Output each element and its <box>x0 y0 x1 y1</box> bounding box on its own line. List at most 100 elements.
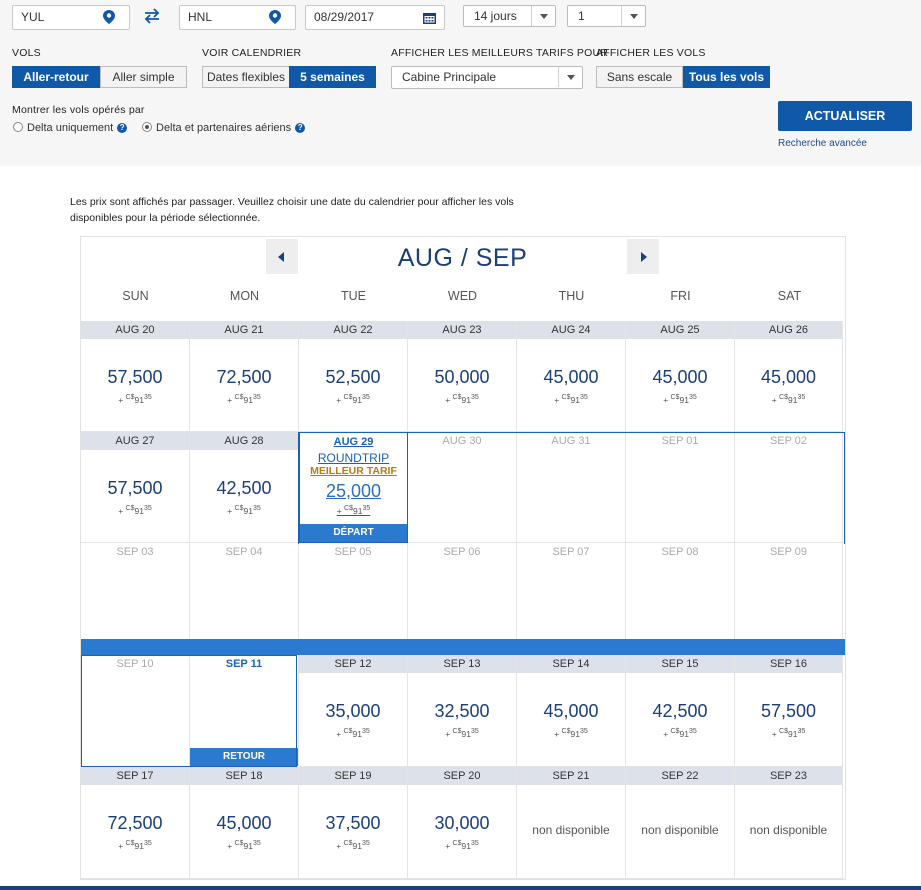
duration-select[interactable]: 14 jours <box>463 5 556 27</box>
calendar-date: SEP 04 <box>190 543 298 561</box>
fare-price: 52,500 <box>325 367 381 387</box>
fare-price: 25,000 <box>325 481 382 501</box>
chevron-down-icon <box>558 67 582 87</box>
cabin-select[interactable]: Cabine Principale <box>391 66 583 89</box>
price-info-text: Les prix sont affichés par passager. Veu… <box>70 196 514 224</box>
search-panel: YUL HNL 08/29/2017 14 jours 1 VOLS Aller… <box>0 0 921 166</box>
calendar-day-cell[interactable]: AUG 27 57,500 + C$9135 <box>81 432 190 543</box>
calendar-day-cell: SEP 22 non disponible <box>626 767 735 879</box>
calendar-day-cell[interactable]: SEP 20 30,000 + C$9135 <box>408 767 517 879</box>
passengers-select[interactable]: 1 <box>567 5 646 27</box>
fare-price: 42,500 <box>652 701 708 721</box>
not-available-text: non disponible <box>749 823 828 837</box>
swap-icon[interactable] <box>143 8 161 24</box>
calendar-date: SEP 17 <box>81 767 189 785</box>
calendar-date: AUG 26 <box>735 321 842 339</box>
calendar-day-cell[interactable]: SEP 18 45,000 + C$9135 <box>190 767 299 879</box>
calendar-date: SEP 21 <box>517 767 625 785</box>
delta-partners-radio[interactable]: Delta et partenaires aériens? <box>142 122 306 135</box>
calendar-day-cell[interactable]: AUG 25 45,000 + C$9135 <box>626 321 735 432</box>
calendar-day-cell: SEP 03 <box>81 543 190 655</box>
calendar-day-cell[interactable]: SEP 19 37,500 + C$9135 <box>299 767 408 879</box>
duration-value: 14 jours <box>474 9 517 23</box>
fare-taxes: + C$9135 <box>445 840 479 851</box>
calendar-view-label: VOIR CALENDRIER <box>202 47 302 59</box>
fare-price: 45,000 <box>543 367 599 387</box>
five-weeks-button[interactable]: 5 semaines <box>289 66 376 88</box>
delta-only-radio[interactable]: Delta uniquement? <box>13 122 128 135</box>
calendar-day-cell[interactable]: AUG 28 42,500 + C$9135 <box>190 432 299 543</box>
all-flights-button[interactable]: Tous les vols <box>683 66 770 88</box>
calendar-date: SEP 13 <box>408 655 516 673</box>
calendar-day-cell[interactable]: AUG 22 52,500 + C$9135 <box>299 321 408 432</box>
calendar-day-cell: SEP 09 <box>735 543 843 655</box>
calendar-date: SEP 01 <box>626 432 734 450</box>
day-of-week-sat: SAT <box>777 289 802 303</box>
calendar-day-cell[interactable]: SEP 12 35,000 + C$9135 <box>299 655 408 767</box>
not-available-text: non disponible <box>532 823 610 837</box>
help-icon[interactable]: ? <box>117 123 128 133</box>
calendar-day-cell: SEP 21 non disponible <box>517 767 626 879</box>
fare-taxes: + C$9135 <box>118 505 152 516</box>
radio-circle-selected <box>142 122 152 132</box>
fare-price: 72,500 <box>107 813 163 833</box>
chevron-down-icon <box>621 6 645 26</box>
fare-price: 57,500 <box>107 367 163 387</box>
day-of-week-wed: WED <box>447 289 478 303</box>
advanced-search-link[interactable]: Recherche avancée <box>778 138 867 149</box>
calendar-date: AUG 27 <box>81 432 189 450</box>
destination-input[interactable]: HNL <box>179 5 296 30</box>
nonstop-button[interactable]: Sans escale <box>596 66 683 88</box>
fare-price: 42,500 <box>216 478 272 498</box>
next-month-icon[interactable] <box>627 239 659 274</box>
calendar-date: AUG 28 <box>190 432 298 450</box>
roundtrip-button[interactable]: Aller-retour <box>12 66 100 88</box>
fare-taxes: + C$9135 <box>663 394 697 405</box>
fare-price: 30,000 <box>434 813 490 833</box>
calendar-day-cell[interactable]: AUG 24 45,000 + C$9135 <box>517 321 626 432</box>
fare-taxes: + C$9135 <box>554 728 588 739</box>
calendar-day-cell: SEP 23 non disponible <box>735 767 843 879</box>
calendar-date: AUG 31 <box>517 432 625 450</box>
calendar-day-cell[interactable]: AUG 29 ROUNDTRIP MEILLEUR TARIF 25,000 + C$9… <box>299 432 408 543</box>
calendar-day-cell[interactable]: SEP 13 32,500 + C$9135 <box>408 655 517 767</box>
origin-input[interactable]: YUL <box>12 5 130 30</box>
calendar-day-cell[interactable]: AUG 21 72,500 + C$9135 <box>190 321 299 432</box>
help-icon[interactable]: ? <box>295 123 306 133</box>
calendar-date: AUG 24 <box>517 321 625 339</box>
delta-only-label: Delta uniquement <box>27 122 114 134</box>
calendar-day-cell[interactable]: SEP 11 RETOUR <box>190 655 299 767</box>
day-of-week-sun: SUN <box>122 289 149 303</box>
best-fare-badge: MEILLEUR TARIF <box>310 465 397 477</box>
calendar-day-cell: SEP 06 <box>408 543 517 655</box>
fare-taxes: + C$9135 <box>663 728 697 739</box>
flexible-dates-button[interactable]: Dates flexibles <box>202 66 290 88</box>
fare-taxes: + C$9135 <box>771 728 806 739</box>
previous-month-icon[interactable] <box>266 239 298 274</box>
calendar-day-cell[interactable]: SEP 15 42,500 + C$9135 <box>626 655 735 767</box>
calendar-day-cell[interactable]: SEP 17 72,500 + C$9135 <box>81 767 190 879</box>
fare-price: 45,000 <box>652 367 708 387</box>
oneway-button[interactable]: Aller simple <box>100 66 187 88</box>
calendar-date: SEP 05 <box>299 543 407 561</box>
update-button[interactable]: ACTUALISER <box>778 101 912 131</box>
fare-price: 32,500 <box>434 701 490 721</box>
passengers-value: 1 <box>578 9 585 23</box>
fare-taxes: + C$9135 <box>771 394 806 405</box>
location-pin-icon <box>103 10 115 24</box>
date-input[interactable]: 08/29/2017 <box>305 5 445 30</box>
calendar-day-cell: SEP 02 <box>735 432 843 543</box>
calendar-day-cell[interactable]: AUG 23 50,000 + C$9135 <box>408 321 517 432</box>
calendar-date: AUG 23 <box>408 321 516 339</box>
calendar-date: SEP 22 <box>626 767 734 785</box>
calendar-date: AUG 21 <box>190 321 298 339</box>
calendar-date: SEP 08 <box>626 543 734 561</box>
calendar-day-cell[interactable]: SEP 16 57,500 + C$9135 <box>735 655 843 767</box>
calendar-day-cell[interactable]: SEP 14 45,000 + C$9135 <box>517 655 626 767</box>
trip-type-label: VOLS <box>12 47 41 59</box>
calendar-date: SEP 10 <box>81 655 189 673</box>
calendar-day-cell[interactable]: AUG 26 45,000 + C$9135 <box>735 321 843 432</box>
calendar-date: SEP 23 <box>735 767 842 785</box>
day-of-week-fri: FRI <box>670 289 691 303</box>
calendar-day-cell[interactable]: AUG 20 57,500 + C$9135 <box>81 321 190 432</box>
